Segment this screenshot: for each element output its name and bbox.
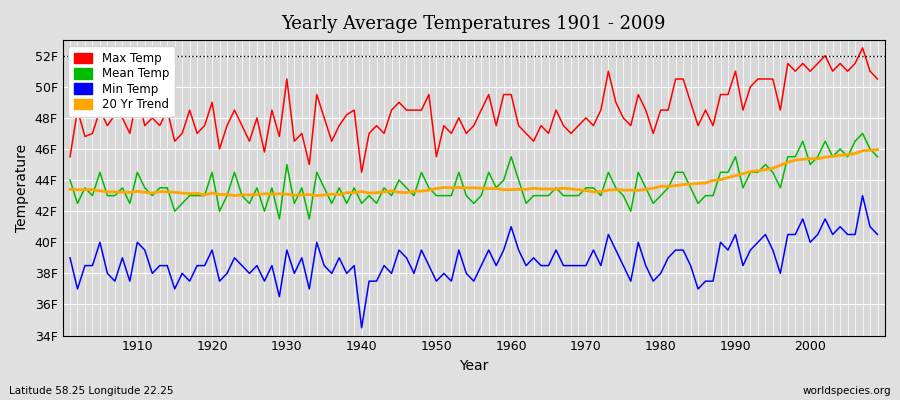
Legend: Max Temp, Mean Temp, Min Temp, 20 Yr Trend: Max Temp, Mean Temp, Min Temp, 20 Yr Tre… <box>68 46 175 117</box>
Text: worldspecies.org: worldspecies.org <box>803 386 891 396</box>
Y-axis label: Temperature: Temperature <box>15 144 29 232</box>
Text: Latitude 58.25 Longitude 22.25: Latitude 58.25 Longitude 22.25 <box>9 386 174 396</box>
X-axis label: Year: Year <box>459 359 489 373</box>
Title: Yearly Average Temperatures 1901 - 2009: Yearly Average Temperatures 1901 - 2009 <box>282 15 666 33</box>
